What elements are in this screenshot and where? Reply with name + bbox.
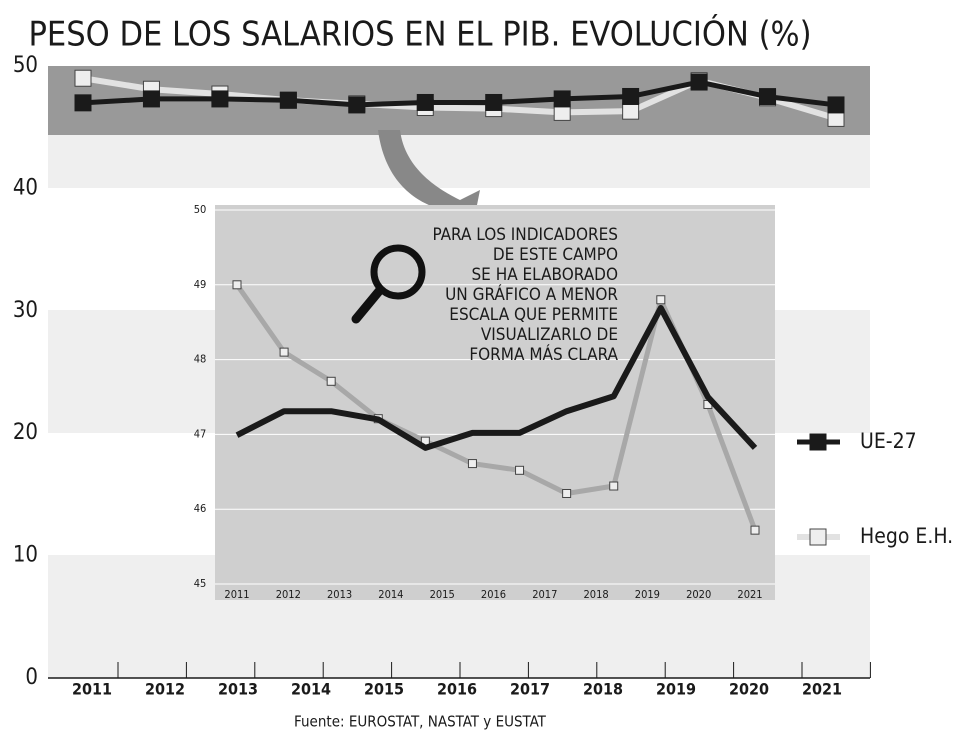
marker [74, 94, 92, 112]
marker [279, 91, 297, 109]
x-tick-label: 2014 [291, 680, 331, 699]
y-tick-label: 40 [13, 175, 38, 200]
marker [515, 465, 525, 475]
x-tick-label: 2015 [430, 588, 455, 601]
marker [467, 459, 477, 469]
marker [348, 96, 366, 114]
main-plot: 0 10 20 30 40 50 2011 2012 2013 2014 2015 2016 2017 2… [13, 53, 953, 699]
y-tick-label: 50 [13, 53, 38, 78]
y-tick-label: 30 [13, 298, 38, 323]
x-tick-label: 2013 [327, 588, 352, 601]
annotation: ESCALA QUE PERMITE [449, 305, 618, 325]
marker [485, 93, 503, 111]
marker [827, 96, 845, 114]
x-tick-label: 2021 [737, 588, 762, 601]
marker [622, 102, 640, 120]
annotation: UN GRÁFICO A MENOR [445, 283, 618, 305]
handle [351, 285, 385, 324]
marker [609, 481, 619, 491]
magnifier [351, 244, 426, 324]
x-tick-label: 2016 [437, 680, 477, 699]
y-tick-label: 10 [13, 543, 38, 568]
legend-marker [809, 528, 827, 546]
y-tick-label: 20 [13, 420, 38, 445]
marker [759, 88, 777, 106]
x-tick-label: 2017 [510, 680, 550, 699]
marker [416, 93, 434, 111]
marker [750, 525, 760, 535]
band [48, 135, 870, 188]
marker [622, 87, 640, 105]
x-tick-label: 2012 [276, 588, 301, 601]
inset-plot: 45 46 47 48 49 50 2011 2012 2013 2014 2015 2016 2017… [194, 203, 775, 601]
marker [562, 488, 572, 498]
x-tick-label: 2011 [72, 680, 112, 699]
x-tick-label: 2015 [364, 680, 404, 699]
y-tick-label: 0 [25, 665, 38, 690]
marker [142, 90, 160, 108]
x-tick-label: 2021 [802, 680, 842, 699]
x-tick-label: 2018 [583, 680, 623, 699]
annotation: PARA LOS INDICADORES [432, 225, 618, 245]
legend-label: UE-27 [860, 429, 917, 453]
y-tick-label: 48 [194, 353, 207, 366]
y-tick-label: 47 [194, 427, 207, 440]
marker [326, 376, 336, 386]
marker [232, 280, 242, 290]
lens [370, 244, 426, 300]
x-tick-label: 2019 [656, 680, 696, 699]
x-tick-label: 2020 [729, 680, 769, 699]
marker [279, 347, 289, 357]
x-tick-label: 2012 [145, 680, 185, 699]
annotation: SE HA ELABORADO [471, 265, 618, 285]
x-tick-label: 2013 [218, 680, 258, 699]
marker [690, 73, 708, 91]
legend-label: Hego E.H. [860, 524, 953, 548]
series-line [235, 304, 758, 451]
legend-marker [809, 433, 827, 451]
x-tick-label: 2017 [532, 588, 557, 601]
y-tick-label: 50 [194, 203, 207, 216]
chart-title: PESO DE LOS SALARIOS EN EL PIB. EVOLUCIÓ… [28, 14, 811, 55]
x-tick-label: 2011 [224, 588, 249, 601]
annotation: DE ESTE CAMPO [493, 245, 618, 265]
annotation: FORMA MÁS CLARA [469, 343, 618, 365]
x-tick-label: 2018 [584, 588, 609, 601]
annotation: VISUALIZARLO DE [481, 325, 618, 345]
marker [656, 295, 666, 305]
x-tick-label: 2020 [686, 588, 711, 601]
source: Fuente: EUROSTAT, NASTAT y EUSTAT [294, 713, 547, 731]
y-tick-label: 46 [194, 502, 207, 515]
x-tick-label: 2014 [378, 588, 403, 601]
x-tick-label: 2016 [481, 588, 506, 601]
y-tick-label: 49 [194, 278, 207, 291]
marker [553, 90, 571, 108]
y-tick-label: 45 [194, 577, 207, 590]
marker [211, 90, 229, 108]
marker [74, 69, 92, 87]
series-line [82, 79, 837, 108]
inset-background [215, 205, 775, 600]
x-tick-label: 2019 [635, 588, 660, 601]
